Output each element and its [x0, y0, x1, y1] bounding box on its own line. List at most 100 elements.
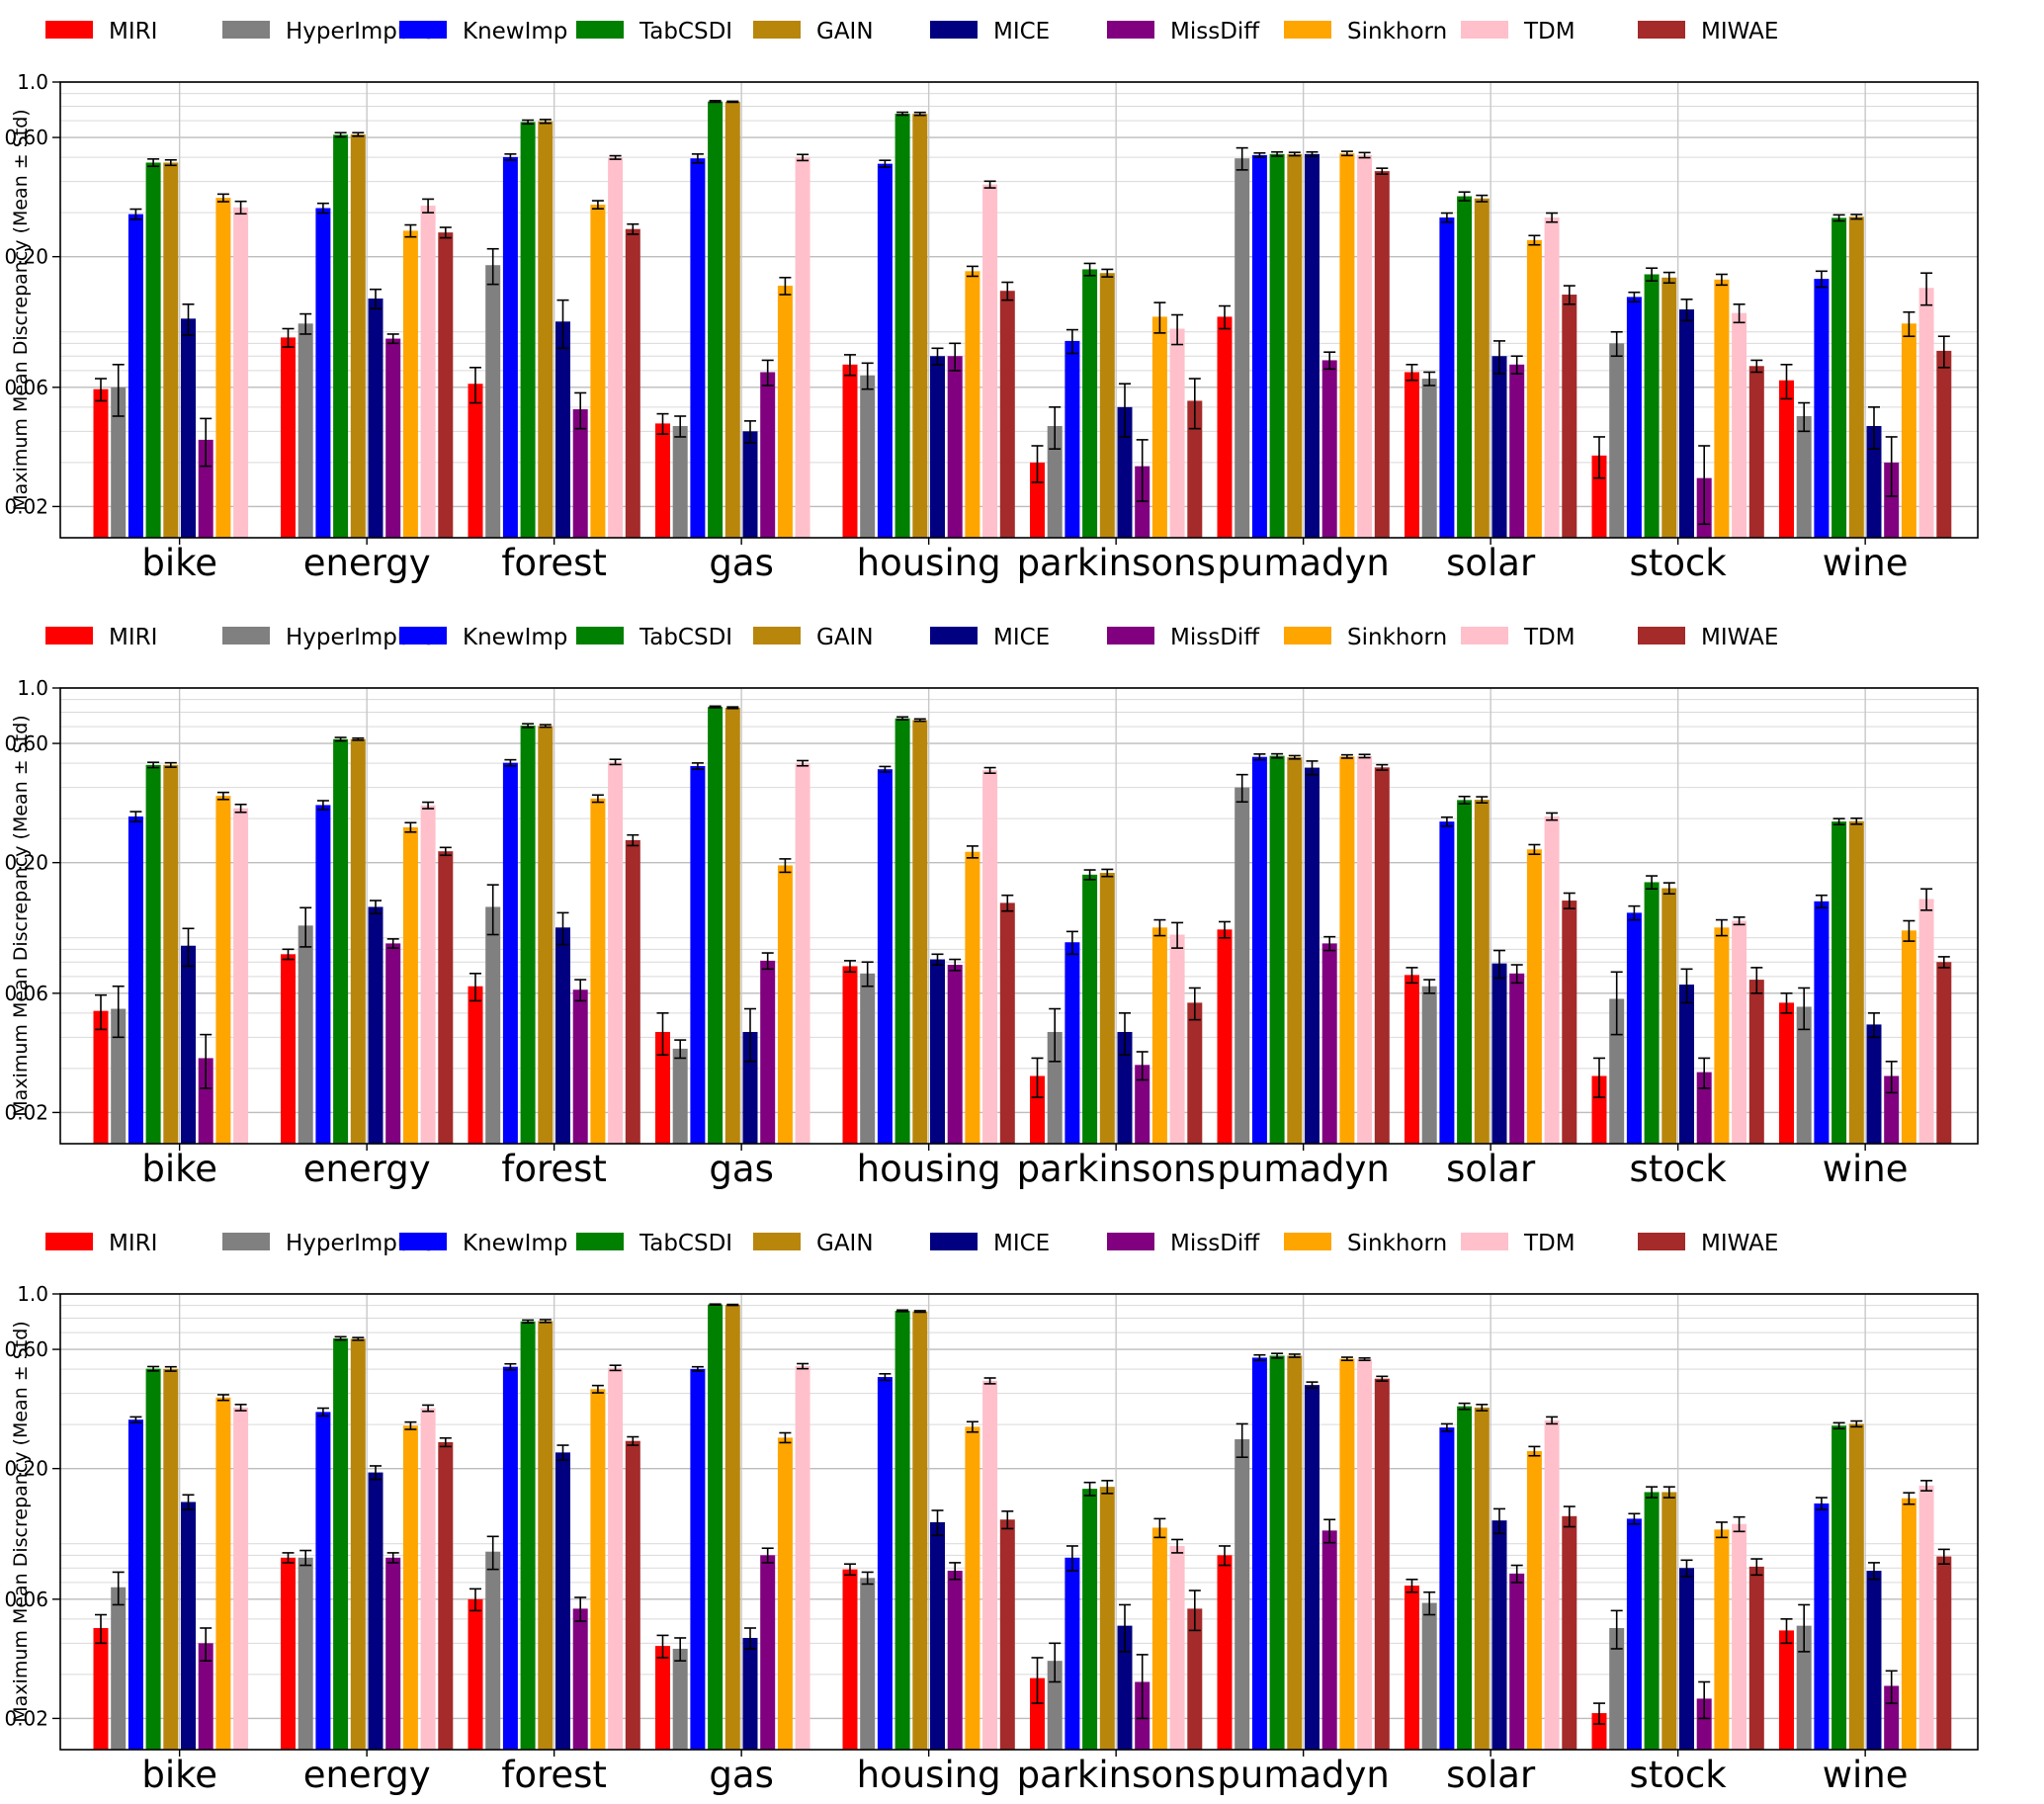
errorbar-gain-housing: [913, 718, 926, 723]
errorbar-gain-parkinsons: [1101, 1480, 1114, 1495]
bar-knewimp-forest: [502, 156, 518, 538]
bar-missdiff-energy: [385, 338, 401, 538]
bar-miwae-housing: [999, 902, 1015, 1144]
x-tick-label-gas: gas: [709, 542, 773, 584]
bar-gain-energy: [350, 738, 366, 1144]
bar-hyperimpute-stock: [1609, 343, 1625, 538]
errorbar-tdm-stock: [1733, 1515, 1746, 1533]
bar-tabcsdi-energy: [333, 738, 349, 1144]
bar-miwae-energy: [438, 1441, 454, 1750]
errorbar-mice-stock: [1680, 299, 1693, 322]
errorbar-sinkhorn-forest: [591, 1384, 604, 1394]
bar-mice-stock: [1679, 985, 1694, 1144]
bar-mice-wine: [1866, 425, 1882, 538]
y-tick-label: 0.02: [4, 494, 48, 518]
errorbar-miwae-solar: [1563, 892, 1576, 909]
errorbar-tdm-solar: [1546, 812, 1559, 821]
errorbar-hyperimpute-solar: [1423, 1590, 1436, 1616]
bar-hyperimpute-energy: [298, 323, 313, 538]
errorbar-missdiff-energy: [386, 1552, 399, 1564]
bar-knewimp-wine: [1814, 901, 1830, 1144]
errorbar-tabcsdi-solar: [1458, 1402, 1471, 1411]
bar-gain-wine: [1848, 1423, 1864, 1750]
bar-gain-parkinsons: [1099, 273, 1115, 538]
bar-mice-energy: [368, 299, 383, 538]
errorbar-tabcsdi-stock: [1646, 267, 1659, 282]
errorbar-gain-energy: [352, 736, 365, 741]
bar-knewimp-pumadyn: [1251, 154, 1267, 538]
errorbar-mice-wine: [1868, 1012, 1880, 1039]
errorbar-hyperimpute-wine: [1798, 1603, 1811, 1653]
errorbar-tabcsdi-stock: [1646, 1486, 1659, 1499]
bar-mice-gas: [742, 431, 758, 538]
x-tick-label-stock: stock: [1630, 542, 1728, 584]
errorbar-sinkhorn-housing: [966, 845, 979, 859]
legend-label-miri: MIRI: [109, 1231, 157, 1256]
bar-tdm-housing: [982, 1380, 998, 1750]
x-axis: bike energy forest gas housing parkinsons puma…: [141, 1144, 1909, 1190]
y-tick-label: 0.20: [4, 851, 48, 875]
errorbar-tabcsdi-bike: [147, 761, 160, 769]
errorbar-missdiff-solar: [1510, 355, 1523, 375]
bar-tdm-stock: [1732, 312, 1747, 538]
errorbar-gain-bike: [164, 158, 177, 167]
bar-miwae-parkinsons: [1187, 1002, 1203, 1144]
bar-tdm-bike: [233, 207, 249, 538]
chart-panel-3: MIRI HyperImpute KnewImp TabCSDI GAIN MICE Mis…: [4, 1231, 1979, 1796]
bar-tabcsdi-energy: [333, 1337, 349, 1750]
errorbar-miri-stock: [1593, 1057, 1605, 1098]
bar-tabcsdi-parkinsons: [1082, 874, 1098, 1144]
legend-label-tabcsdi: TabCSDI: [639, 625, 732, 650]
bar-gain-housing: [912, 1311, 928, 1750]
bar-knewimp-energy: [315, 805, 331, 1144]
bar-mice-parkinsons: [1117, 1625, 1133, 1750]
y-tick-label: 0.06: [4, 982, 48, 1005]
bar-sinkhorn-gas: [777, 1437, 793, 1750]
bar-tdm-solar: [1544, 816, 1560, 1144]
bar-gain-solar: [1474, 1407, 1490, 1750]
errorbar-missdiff-housing: [949, 958, 962, 972]
errorbar-hyperimpute-wine: [1798, 401, 1811, 433]
bar-knewimp-parkinsons: [1065, 942, 1080, 1144]
errorbar-mice-housing: [931, 953, 944, 966]
legend-swatch-knewimp: [399, 1233, 447, 1250]
bar-missdiff-housing: [947, 356, 963, 538]
bar-miri-parkinsons: [1030, 1075, 1045, 1144]
errorbar-hyperimpute-bike: [112, 1571, 125, 1606]
bar-mice-wine: [1866, 1024, 1882, 1144]
bar-tabcsdi-bike: [145, 764, 161, 1144]
errorbar-gain-pumadyn: [1288, 151, 1301, 157]
bar-miri-wine: [1779, 380, 1794, 538]
legend-label-knewimp: KnewImp: [463, 1231, 567, 1256]
errorbar-mice-forest: [556, 911, 569, 946]
legend-swatch-gain: [753, 21, 801, 39]
errorbar-missdiff-forest: [574, 1596, 587, 1622]
bar-hyperimpute-gas: [672, 1048, 688, 1144]
legend-label-mice: MICE: [993, 1231, 1050, 1256]
bar-gain-forest: [538, 726, 554, 1144]
errorbar-gain-wine: [1850, 214, 1863, 220]
legend-label-tdm: TDM: [1523, 1231, 1576, 1256]
errorbar-sinkhorn-energy: [404, 223, 417, 238]
bar-tdm-forest: [608, 761, 624, 1144]
bar-hyperimpute-forest: [485, 1551, 501, 1750]
errorbar-mice-wine: [1868, 406, 1880, 450]
errorbar-gain-stock: [1662, 271, 1675, 285]
bar-miwae-wine: [1936, 962, 1952, 1144]
bar-miri-housing: [842, 966, 858, 1144]
errorbar-hyperimpute-gas: [674, 1039, 687, 1060]
bar-knewimp-gas: [690, 158, 706, 539]
bar-gain-energy: [350, 134, 366, 539]
errorbar-tabcsdi-energy: [334, 1335, 347, 1341]
bar-knewimp-pumadyn: [1251, 1357, 1267, 1750]
bar-miri-gas: [655, 1031, 670, 1144]
bar-miri-energy: [281, 954, 296, 1144]
errorbar-hyperimpute-energy: [299, 312, 312, 335]
errorbar-mice-energy: [370, 900, 382, 915]
legend-label-tabcsdi: TabCSDI: [639, 19, 732, 44]
errorbar-sinkhorn-solar: [1528, 234, 1541, 246]
bar-missdiff-energy: [385, 1557, 401, 1750]
bar-sinkhorn-solar: [1526, 239, 1542, 538]
bar-tabcsdi-housing: [894, 718, 910, 1144]
bar-tdm-parkinsons: [1169, 934, 1185, 1144]
